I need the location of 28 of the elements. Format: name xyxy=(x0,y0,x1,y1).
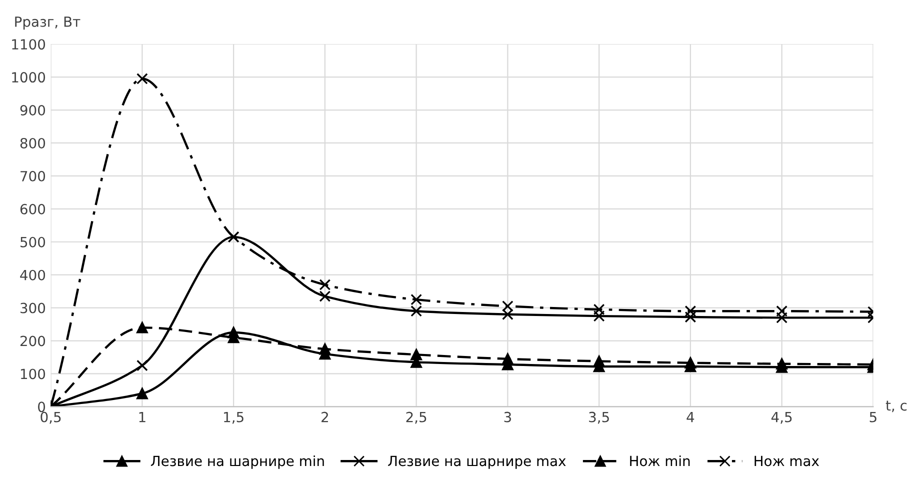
y-tick-label: 100 xyxy=(20,368,46,380)
legend-label: Лезвие на шарнире max xyxy=(388,456,566,469)
x-tick-label: 1 xyxy=(139,412,146,422)
x-tick-label: 3 xyxy=(504,412,511,422)
y-axis-title: Рразг, Вт xyxy=(15,16,80,30)
y-tick-label: 1000 xyxy=(12,72,46,83)
x-tick-label: 4 xyxy=(686,412,694,422)
y-tick-label: 900 xyxy=(20,104,46,116)
y-tick-label: 0 xyxy=(38,402,46,412)
x-tick-label: 3,5 xyxy=(589,412,609,424)
y-tick-label: 700 xyxy=(20,170,46,182)
y-tick-label: 200 xyxy=(20,336,46,346)
x-tick-label: 1,5 xyxy=(224,412,244,424)
x-tick-label: 0,5 xyxy=(40,412,61,424)
x-tick-label: 5 xyxy=(870,412,876,422)
legend-label: Лезвие на шарнире min xyxy=(150,455,324,469)
x-tick-label: 2 xyxy=(322,412,328,422)
y-tick-label: 800 xyxy=(20,138,46,148)
legend-label: Нож min xyxy=(630,455,690,466)
legend-label: Нож max xyxy=(754,456,819,466)
x-tick-label: 4,5 xyxy=(771,412,792,424)
y-tick-label: 1100 xyxy=(12,39,46,50)
y-tick-label: 600 xyxy=(20,204,46,214)
y-tick-label: 500 xyxy=(20,236,46,248)
y-tick-label: 400 xyxy=(20,270,46,280)
y-tick-label: 300 xyxy=(20,302,46,314)
x-tick-label: 2,5 xyxy=(406,412,426,424)
x-axis-title: t, c xyxy=(886,400,907,412)
